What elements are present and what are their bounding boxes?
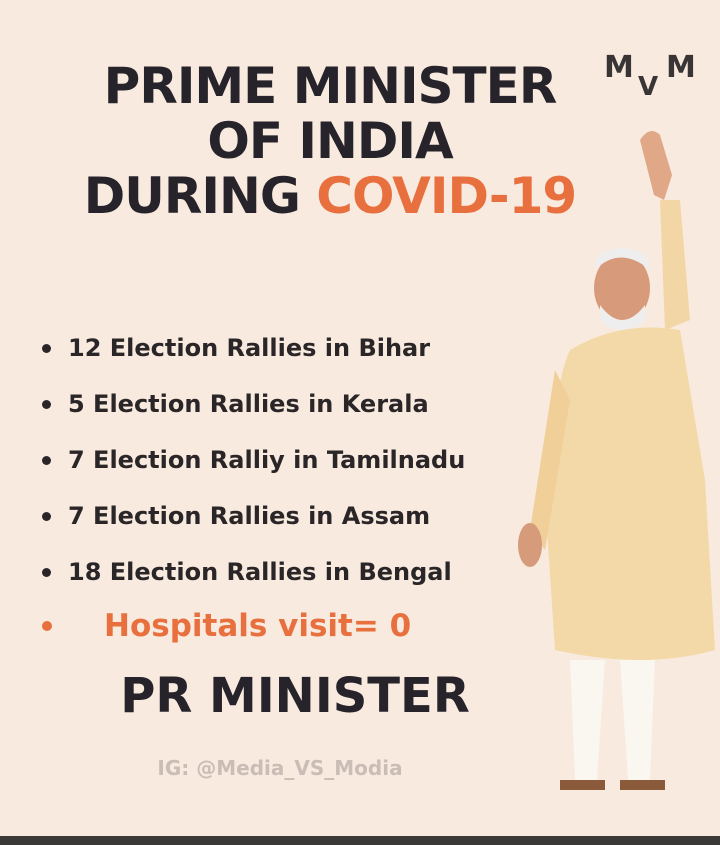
bullet-text: 5 Election Rallies in Kerala — [68, 390, 429, 418]
bullet-text: 7 Election Ralliy in Tamilnadu — [68, 446, 466, 474]
bullet-dot — [42, 512, 51, 521]
footer-title: PR MINISTER — [120, 668, 470, 724]
bottom-band — [0, 836, 720, 845]
bullet-dot — [42, 456, 51, 465]
bullet-item: 18 Election Rallies in Bengal — [42, 558, 452, 586]
title-highlight: COVID-19 — [316, 167, 577, 225]
title-text: DURING — [83, 167, 301, 225]
title-line: OF INDIA — [207, 112, 453, 170]
bullet-dot — [42, 344, 51, 353]
bullet-item: 5 Election Rallies in Kerala — [42, 390, 429, 418]
logo-letter: M — [666, 50, 696, 85]
bullet-item: 7 Election Ralliy in Tamilnadu — [42, 446, 465, 474]
title-line: PRIME MINISTER — [103, 57, 558, 115]
bullet-dot — [42, 568, 51, 577]
bullet-item: 7 Election Rallies in Assam — [42, 502, 430, 530]
title-line: DURING COVID-19 — [0, 168, 660, 224]
logo-letter: M — [604, 50, 634, 85]
bullet-item: 12 Election Rallies in Bihar — [42, 334, 430, 362]
bullet-dot — [42, 400, 51, 409]
logo-letter: V — [638, 72, 659, 102]
bullet-dot — [42, 621, 52, 631]
highlight-text: Hospitals visit= 0 — [104, 608, 412, 644]
highlight-item: Hospitals visit= 0 — [42, 608, 411, 644]
bullet-text: 12 Election Rallies in Bihar — [68, 334, 431, 362]
bullet-text: 7 Election Rallies in Assam — [68, 502, 431, 530]
person-figure — [518, 131, 715, 790]
bullet-text: 18 Election Rallies in Bengal — [68, 558, 452, 586]
credit: IG: @Media_VS_Modia — [157, 756, 403, 780]
